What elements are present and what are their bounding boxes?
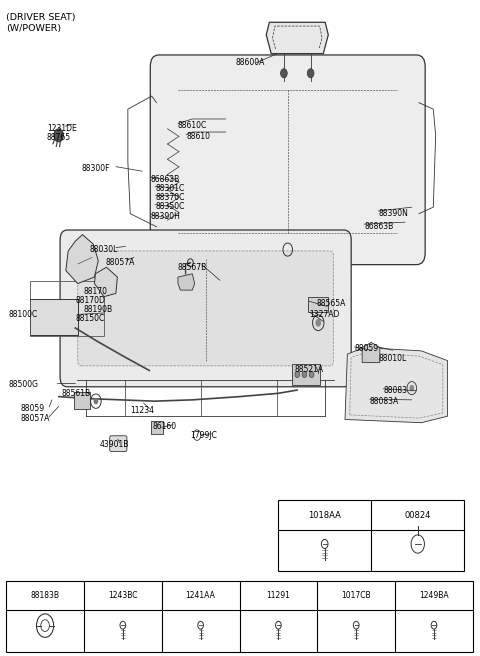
Polygon shape xyxy=(178,274,195,290)
Text: 88370C: 88370C xyxy=(155,193,184,202)
Text: 86160: 86160 xyxy=(152,422,176,431)
Circle shape xyxy=(302,371,307,378)
Circle shape xyxy=(54,129,63,142)
Text: 1327AD: 1327AD xyxy=(310,310,340,319)
FancyBboxPatch shape xyxy=(60,230,351,387)
Bar xyxy=(30,298,78,335)
Text: (DRIVER SEAT): (DRIVER SEAT) xyxy=(6,13,76,22)
Polygon shape xyxy=(362,342,380,363)
Text: 88765: 88765 xyxy=(47,133,71,142)
Text: 88057A: 88057A xyxy=(21,415,50,423)
Text: 88390N: 88390N xyxy=(378,209,408,218)
Text: 88059: 88059 xyxy=(355,344,379,354)
Circle shape xyxy=(307,69,314,78)
Polygon shape xyxy=(95,267,117,297)
Text: 88059: 88059 xyxy=(21,405,45,413)
Text: 11291: 11291 xyxy=(266,591,290,600)
Text: 88600A: 88600A xyxy=(235,58,264,68)
FancyBboxPatch shape xyxy=(74,392,90,409)
Text: 00824: 00824 xyxy=(405,511,431,520)
FancyBboxPatch shape xyxy=(291,364,320,385)
Text: 88083A: 88083A xyxy=(370,397,399,405)
Text: 88610C: 88610C xyxy=(178,121,207,130)
FancyBboxPatch shape xyxy=(110,436,127,451)
Text: 88350C: 88350C xyxy=(155,202,184,211)
Polygon shape xyxy=(66,235,98,283)
Bar xyxy=(30,281,104,337)
Text: 88100C: 88100C xyxy=(8,310,37,319)
Text: 88030L: 88030L xyxy=(90,245,118,254)
Text: 88010L: 88010L xyxy=(378,354,407,363)
Text: 1799JC: 1799JC xyxy=(190,431,217,440)
Text: (W/POWER): (W/POWER) xyxy=(6,24,61,33)
FancyBboxPatch shape xyxy=(151,420,163,434)
Text: 86863B: 86863B xyxy=(364,222,393,231)
Bar xyxy=(6,581,473,652)
Text: 1017CB: 1017CB xyxy=(341,591,371,600)
Text: 88300F: 88300F xyxy=(82,164,110,173)
Text: 1249BA: 1249BA xyxy=(419,591,449,600)
Text: 88521A: 88521A xyxy=(295,365,324,374)
Polygon shape xyxy=(345,348,447,422)
Circle shape xyxy=(409,385,414,392)
Text: 1243BC: 1243BC xyxy=(108,591,138,600)
Text: 88561B: 88561B xyxy=(62,390,91,398)
FancyBboxPatch shape xyxy=(150,55,425,264)
Text: 88170: 88170 xyxy=(84,287,108,296)
Text: 1018AA: 1018AA xyxy=(308,511,341,520)
Text: 88301C: 88301C xyxy=(155,184,184,193)
Text: 88565A: 88565A xyxy=(316,298,346,308)
Circle shape xyxy=(315,319,321,327)
Text: 1231DE: 1231DE xyxy=(47,123,76,133)
Circle shape xyxy=(295,371,300,378)
Text: 88390H: 88390H xyxy=(150,212,180,221)
Text: 88083: 88083 xyxy=(383,386,407,395)
Bar xyxy=(278,501,464,571)
Text: 88150C: 88150C xyxy=(75,314,105,323)
FancyBboxPatch shape xyxy=(308,297,328,312)
Circle shape xyxy=(281,69,287,78)
Circle shape xyxy=(94,398,98,405)
Text: 1241AA: 1241AA xyxy=(186,591,216,600)
Text: 88190B: 88190B xyxy=(84,305,113,314)
FancyBboxPatch shape xyxy=(78,251,334,366)
Polygon shape xyxy=(266,22,328,54)
Text: 43901B: 43901B xyxy=(99,440,129,449)
Text: 88057A: 88057A xyxy=(106,258,135,266)
Text: 86863B: 86863B xyxy=(150,174,180,184)
Text: 88183B: 88183B xyxy=(31,591,60,600)
Text: 11234: 11234 xyxy=(130,406,154,415)
Circle shape xyxy=(309,371,314,378)
Text: 88567B: 88567B xyxy=(178,264,207,272)
Text: 88610: 88610 xyxy=(186,132,210,141)
Text: 88500G: 88500G xyxy=(8,380,38,389)
Text: 88170D: 88170D xyxy=(75,296,105,305)
